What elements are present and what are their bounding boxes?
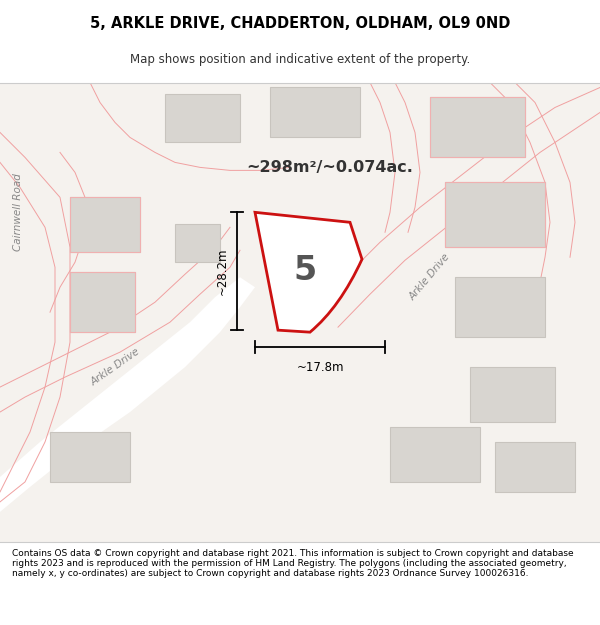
Polygon shape — [0, 278, 255, 512]
Bar — [270, 88, 360, 138]
Bar — [70, 198, 140, 252]
Text: Arkle Drive: Arkle Drive — [407, 252, 452, 302]
Bar — [70, 198, 140, 252]
Bar — [165, 94, 240, 142]
Bar — [445, 182, 545, 248]
Text: Cairnwell Road: Cairnwell Road — [13, 173, 23, 251]
Bar — [445, 182, 545, 248]
Text: ~17.8m: ~17.8m — [296, 361, 344, 374]
Bar — [470, 367, 555, 422]
Bar — [455, 278, 545, 337]
Bar — [50, 432, 130, 482]
Bar — [430, 98, 525, 158]
Bar — [70, 272, 135, 332]
Text: ~28.2m: ~28.2m — [215, 248, 229, 295]
Text: 5, ARKLE DRIVE, CHADDERTON, OLDHAM, OL9 0ND: 5, ARKLE DRIVE, CHADDERTON, OLDHAM, OL9 … — [90, 16, 510, 31]
Text: 5: 5 — [293, 254, 317, 287]
Bar — [175, 224, 220, 262]
Text: Arkle Drive: Arkle Drive — [89, 346, 142, 388]
Text: Map shows position and indicative extent of the property.: Map shows position and indicative extent… — [130, 53, 470, 66]
Text: ~298m²/~0.074ac.: ~298m²/~0.074ac. — [247, 160, 413, 175]
Bar — [430, 98, 525, 158]
Bar — [390, 427, 480, 482]
Bar — [70, 272, 135, 332]
Bar — [495, 442, 575, 492]
Text: Contains OS data © Crown copyright and database right 2021. This information is : Contains OS data © Crown copyright and d… — [12, 549, 574, 578]
PathPatch shape — [255, 213, 362, 332]
